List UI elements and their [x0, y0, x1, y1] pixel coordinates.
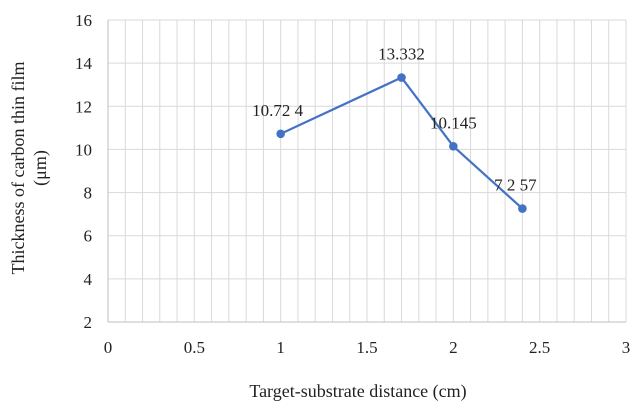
y-tick-label: 16 [75, 11, 92, 30]
data-labels: 10.72 4 13.332 10.145 7 2 57 [252, 45, 537, 195]
y-axis-title-line-2: (μm) [30, 150, 51, 186]
x-tick-label: 1.5 [356, 338, 377, 357]
series-line [280, 76, 524, 210]
y-tick-label: 6 [84, 227, 93, 246]
y-tick-label: 8 [84, 184, 93, 203]
x-tick-label: 3 [622, 338, 631, 357]
data-label: 10.145 [430, 113, 477, 132]
data-label: 13.332 [378, 45, 425, 64]
y-tick-label: 14 [75, 54, 93, 73]
x-tick-label: 0 [104, 338, 113, 357]
grid-lines [107, 19, 627, 323]
x-tick-label: 2.5 [529, 338, 550, 357]
x-tick-label: 1 [276, 338, 285, 357]
data-point [449, 142, 458, 151]
y-tick-label: 2 [84, 313, 93, 332]
data-series [276, 73, 527, 213]
y-tick-label: 12 [75, 97, 92, 116]
data-point [397, 73, 406, 82]
x-axis-title: Target-substrate distance (cm) [249, 381, 466, 402]
y-axis-title-line-1: Thickness of carbon thin film [8, 62, 28, 275]
data-label: 7 2 57 [494, 176, 537, 195]
data-label: 10.72 4 [252, 101, 304, 120]
axes: 2 4 6 8 10 12 14 16 0 0.5 1 1.5 2 2.5 3 [75, 11, 630, 357]
data-point [276, 129, 285, 139]
x-tick-label: 2 [449, 338, 458, 357]
y-tick-label: 10 [75, 140, 92, 159]
x-tick-label: 0.5 [184, 338, 205, 357]
data-point [518, 204, 527, 213]
y-tick-label: 4 [84, 270, 93, 289]
